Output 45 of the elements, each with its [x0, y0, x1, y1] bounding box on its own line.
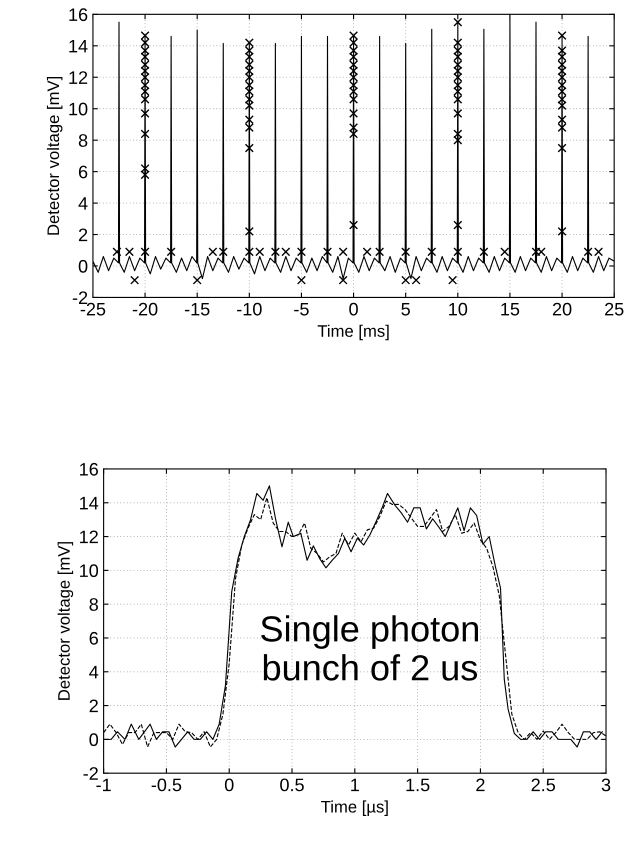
y-tick-label: 6: [78, 166, 88, 178]
y-tick-label: 12: [80, 530, 98, 544]
y-axis-title: Detector voltage [mV]: [46, 76, 62, 235]
y-tick-label: 2: [90, 700, 98, 712]
y-tick-label: 8: [90, 598, 98, 611]
x-tick-label: 20: [552, 302, 572, 316]
x-tick-label: 0.5: [280, 778, 304, 792]
x-tick-label: 3: [602, 778, 610, 792]
y-tick-label: 14: [69, 40, 88, 52]
y-tick-label: 12: [69, 71, 88, 84]
x-tick-label: -0.5: [152, 778, 182, 792]
x-axis-title: Time [µs]: [321, 800, 388, 816]
y-tick-label: -2: [84, 767, 98, 780]
x-tick-label: -20: [132, 302, 158, 316]
x-tick-label: -5: [294, 302, 309, 316]
x-axis-title: Time [ms]: [318, 324, 389, 340]
y-tick-label: 14: [80, 496, 98, 510]
x-tick-label: 15: [501, 302, 520, 316]
y-tick-label: 16: [69, 8, 88, 22]
x-tick-label: -10: [237, 302, 262, 316]
y-tick-label: 6: [90, 632, 98, 645]
x-tick-label: 2: [476, 778, 485, 792]
x-tick-label: 10: [449, 302, 468, 316]
x-tick-label: 5: [401, 302, 410, 316]
y-tick-label: 4: [89, 666, 98, 678]
y-tick-label: 10: [69, 102, 88, 116]
y-tick-label: 8: [78, 134, 88, 147]
annotation: Single photon bunch of 2 us: [261, 615, 478, 681]
x-tick-label: 25: [605, 302, 624, 316]
x-tick-label: 1.5: [406, 778, 430, 792]
x-tick-label: 1: [351, 778, 359, 792]
x-tick-label: -25: [80, 302, 106, 316]
y-tick-label: -2: [72, 291, 88, 304]
y-tick-label: 4: [78, 197, 88, 210]
y-axis-title: Detector voltage [mV]: [58, 542, 74, 700]
x-tick-label: -15: [184, 302, 210, 316]
x-tick-label: -1: [96, 778, 111, 792]
y-tick-label: 10: [80, 564, 98, 578]
x-tick-label: 2.5: [532, 778, 556, 792]
x-tick-label: 0: [349, 302, 358, 316]
x-tick-label: 0: [224, 778, 234, 792]
y-tick-label: 0: [89, 733, 98, 746]
y-tick-label: 16: [80, 462, 98, 476]
y-tick-label: 0: [78, 260, 88, 273]
y-tick-label: 2: [78, 228, 88, 242]
